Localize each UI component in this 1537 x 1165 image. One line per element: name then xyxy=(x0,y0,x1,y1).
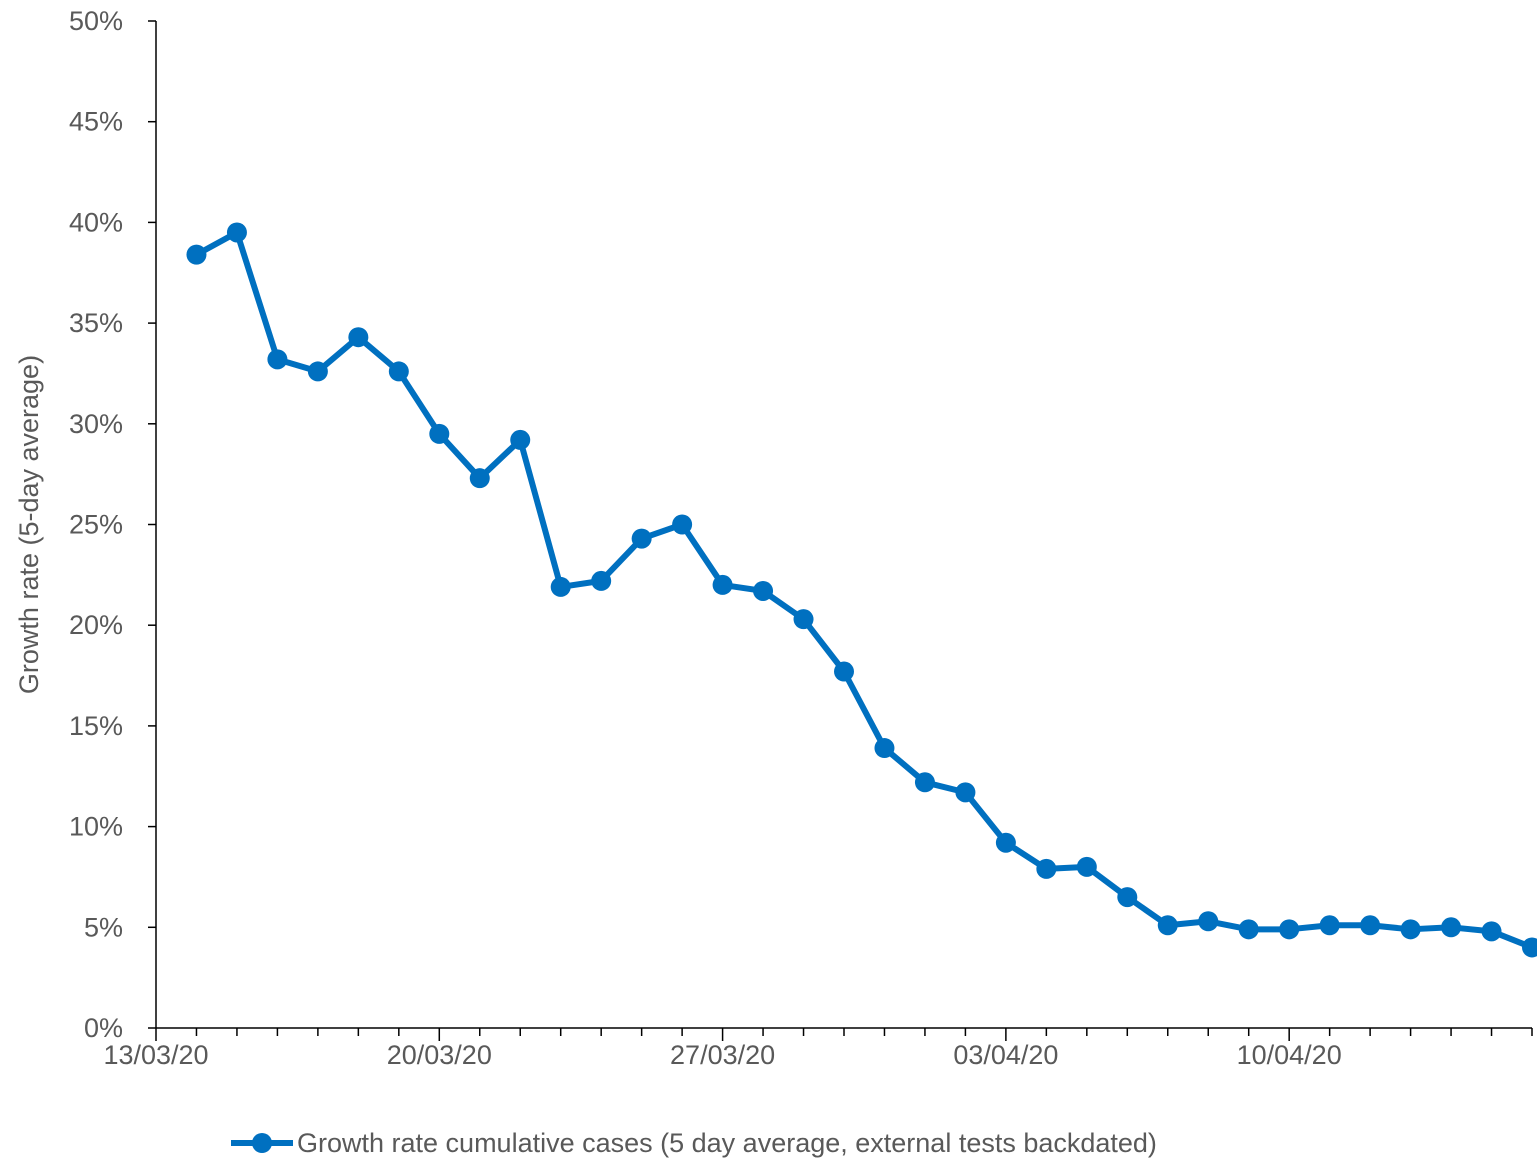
y-tick-label: 20% xyxy=(69,610,123,640)
data-point xyxy=(1117,887,1138,908)
y-axis-title: Growth rate (5-day average) xyxy=(14,355,44,694)
data-point xyxy=(307,361,328,382)
y-tick-label: 5% xyxy=(84,912,123,942)
data-point xyxy=(267,349,288,370)
data-point xyxy=(1400,919,1421,940)
data-point xyxy=(995,832,1016,853)
series-layer xyxy=(186,222,1537,958)
data-point xyxy=(550,576,571,597)
data-point xyxy=(1198,911,1219,932)
y-tick-label: 40% xyxy=(69,207,123,237)
x-tick-label: 20/03/20 xyxy=(387,1040,492,1070)
data-point xyxy=(1360,915,1381,936)
data-point xyxy=(591,570,612,591)
data-point xyxy=(1481,921,1502,942)
y-tick-label: 35% xyxy=(69,308,123,338)
data-point xyxy=(510,429,531,450)
data-point xyxy=(1319,915,1340,936)
data-point xyxy=(631,528,652,549)
y-tick-label: 30% xyxy=(69,409,123,439)
data-point xyxy=(712,574,733,595)
x-tick-label: 13/03/20 xyxy=(103,1040,208,1070)
y-tick-label: 50% xyxy=(69,6,123,36)
data-point xyxy=(834,661,854,682)
data-point xyxy=(1036,858,1057,879)
x-axis: 13/03/20 20/03/20 27/03/20 03/04/20 10/04/20 xyxy=(103,1027,1533,1070)
y-tick-label: 45% xyxy=(69,107,123,137)
data-point xyxy=(753,580,774,601)
x-tick-label: 10/04/20 xyxy=(1237,1040,1342,1070)
x-tick-label: 03/04/20 xyxy=(953,1040,1058,1070)
data-point xyxy=(186,244,207,265)
data-point xyxy=(955,782,976,803)
data-point xyxy=(429,423,450,444)
legend: Growth rate cumulative cases (5 day aver… xyxy=(231,1128,1157,1158)
data-point xyxy=(226,222,247,243)
data-point xyxy=(1279,919,1300,940)
data-point xyxy=(793,609,814,630)
y-tick-label: 25% xyxy=(69,510,123,540)
legend-dot-marker xyxy=(252,1133,272,1153)
data-point xyxy=(1076,856,1097,877)
data-point xyxy=(672,514,693,535)
data-point xyxy=(1157,915,1178,936)
data-point xyxy=(914,772,935,793)
y-tick-label: 10% xyxy=(69,812,123,842)
data-point xyxy=(1238,919,1259,940)
y-tick-label: 15% xyxy=(69,711,123,741)
legend-label: Growth rate cumulative cases (5 day aver… xyxy=(297,1128,1157,1158)
x-tick-label: 27/03/20 xyxy=(670,1040,775,1070)
data-point xyxy=(388,361,409,382)
data-point xyxy=(469,468,490,489)
data-point xyxy=(1441,917,1462,938)
data-point xyxy=(1522,937,1537,958)
data-point xyxy=(874,738,895,759)
y-tick-label: 0% xyxy=(84,1013,123,1043)
series-line xyxy=(193,229,1535,951)
data-point xyxy=(348,327,369,348)
y-axis: 0% 5% 10% 15% 20% 25% 30% 35% 40% 45% 50% xyxy=(69,6,157,1043)
